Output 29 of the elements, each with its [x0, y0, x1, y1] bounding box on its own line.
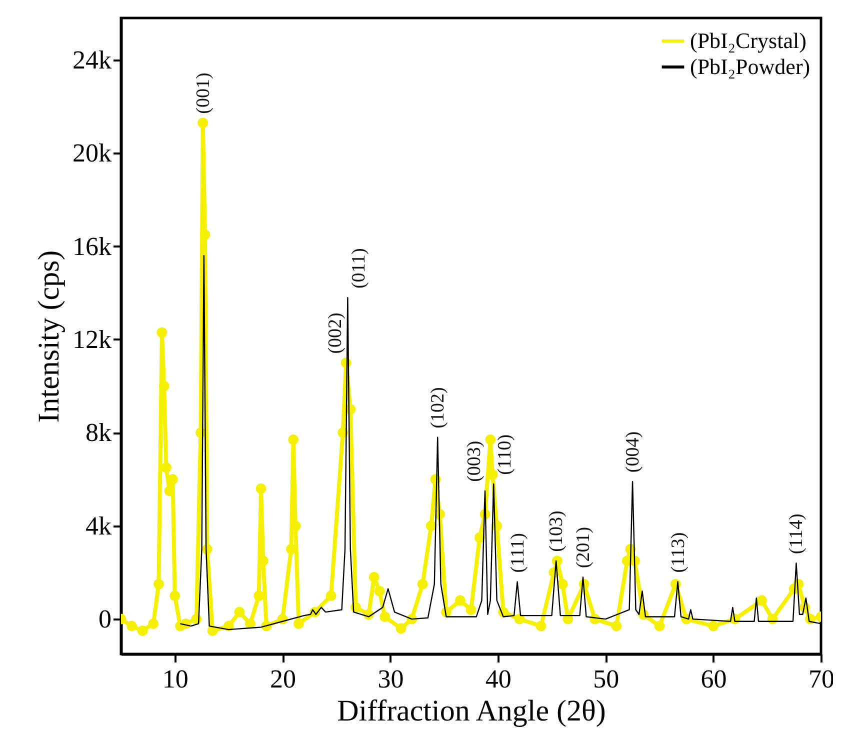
annotation: (102) [428, 387, 449, 428]
annotation: (001) [192, 72, 214, 114]
x-tick-label: 60 [700, 664, 727, 694]
x-tick-label: 30 [378, 664, 404, 694]
x-tick-label: 40 [485, 664, 512, 694]
x-tick-label: 50 [593, 664, 620, 694]
annotation: (011) [348, 248, 370, 289]
annotation: (114) [786, 514, 808, 554]
annotation: (113) [668, 532, 689, 573]
annotation: (103) [546, 510, 568, 552]
x-tick-label: 10 [162, 664, 188, 694]
annotation: (004) [622, 431, 644, 473]
x-axis-title: Diffraction Angle (2θ) [337, 694, 606, 728]
annotation: (111) [507, 533, 528, 573]
annotation: (003) [464, 440, 485, 482]
y-tick-label: 20k [72, 138, 112, 168]
legend-label: (PbI₂Crystal) [690, 28, 806, 53]
y-axis-title: Intensity (cps) [32, 250, 66, 423]
y-tick-label: 16k [72, 232, 112, 261]
annotation: (002) [325, 312, 346, 354]
y-tick-label: 0 [98, 604, 112, 634]
y-tick-label: 8k [86, 418, 112, 448]
y-tick-label: 12k [72, 324, 112, 354]
legend-label: (PbI₂Powder) [690, 54, 810, 79]
annotation: (201) [573, 526, 594, 568]
x-tick-label: 20 [270, 664, 296, 694]
annotation: (110) [494, 434, 516, 475]
y-tick-label: 4k [86, 511, 112, 540]
y-tick-label: 24k [72, 45, 112, 74]
